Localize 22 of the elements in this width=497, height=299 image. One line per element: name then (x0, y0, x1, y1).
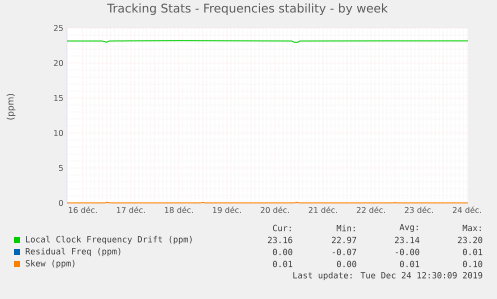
text: 0.01 (400, 260, 420, 268)
text: Avg: (400, 224, 418, 232)
legend-label: Skew (ppm) (26, 260, 74, 268)
text: 0.01 (462, 248, 482, 256)
text: -0.00 (396, 248, 420, 256)
text: 23.14 (394, 236, 420, 244)
text: 0.10 (462, 260, 482, 268)
text: 0.01 (272, 260, 292, 268)
legend-label: Local Clock Frequency Drift (ppm) (26, 236, 192, 244)
text: Min: (336, 224, 355, 232)
text: 0.00 (336, 260, 356, 268)
text: 22.97 (332, 236, 356, 244)
text: 23.16 (268, 236, 292, 244)
text: Cur: (272, 224, 291, 232)
text: 0.00 (272, 248, 292, 256)
text: 23.20 (458, 236, 482, 244)
text: Max: (462, 224, 481, 232)
chart-title: Tracking Stats - Frequencies stability - by week (107, 3, 388, 15)
text: -0.07 (332, 248, 356, 256)
y-axis-title: (ppm) (6, 94, 16, 120)
text: Last update: Tue Dec 24 12:30:09 2019 (293, 272, 482, 280)
legend-label: Residual Freq (ppm) (26, 248, 120, 256)
